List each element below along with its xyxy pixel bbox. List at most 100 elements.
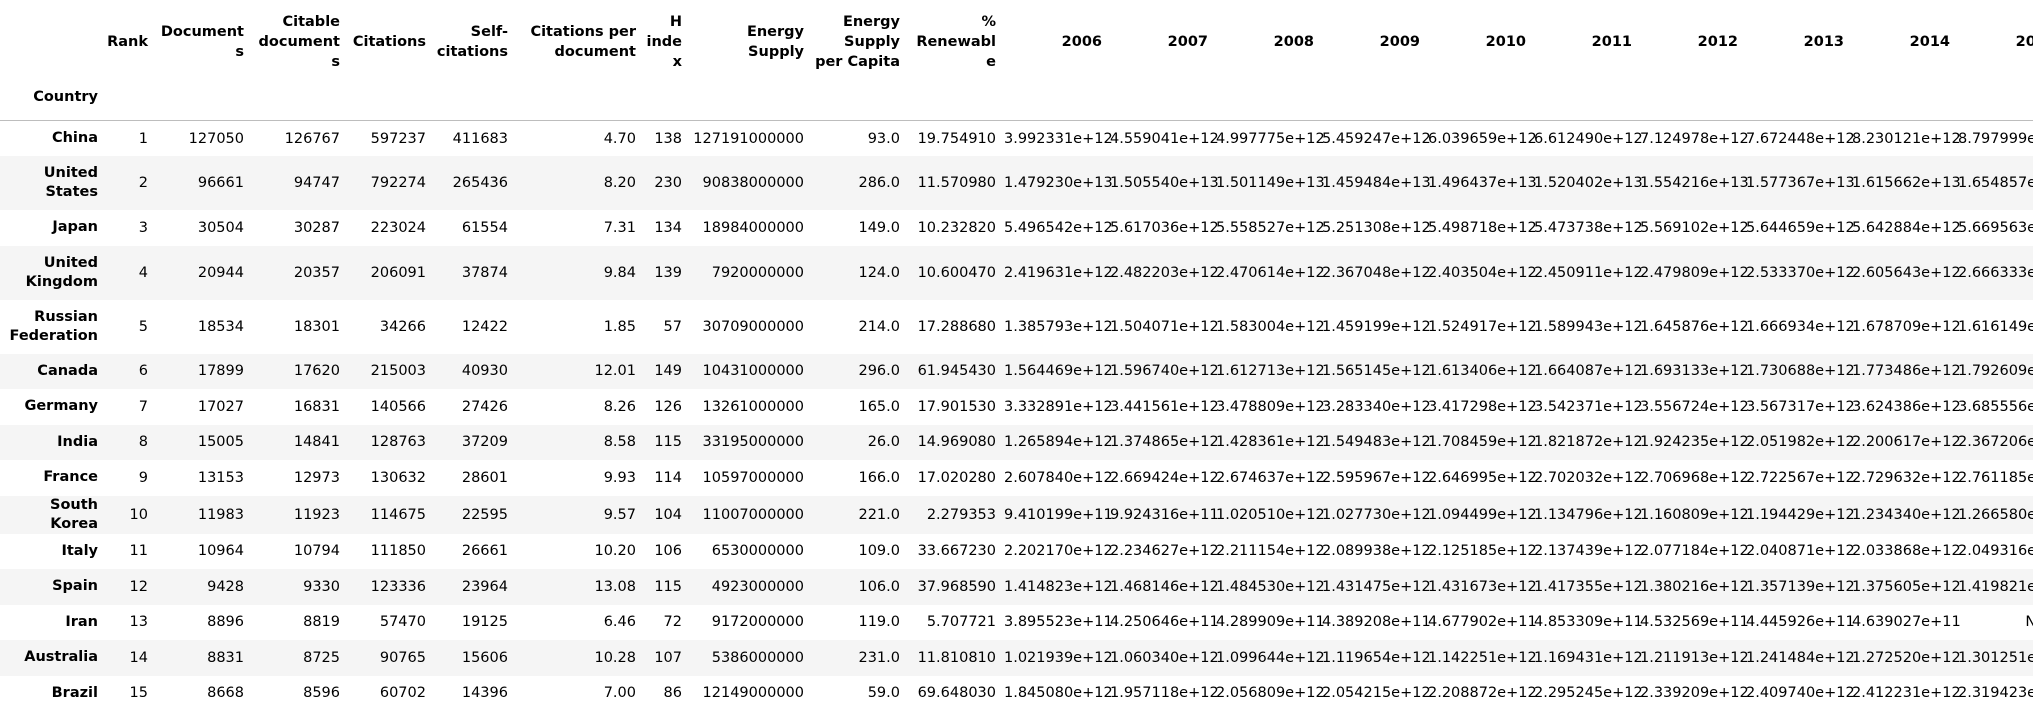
table-cell: 2 xyxy=(138,175,148,191)
table-cell: 2.319423e+12 xyxy=(1958,685,2033,702)
table-cell: 2.054215e+12 xyxy=(1322,685,1431,702)
table-cell: 2.403504e+12 xyxy=(1428,264,1537,281)
column-header: 2013 xyxy=(1803,34,1844,50)
table-cell: 86 xyxy=(663,685,682,702)
table-cell: 2.669424e+12 xyxy=(1110,469,1219,486)
table-cell: 138 xyxy=(654,130,682,147)
table-cell: NaN xyxy=(2025,614,2033,631)
table-cell: 1.565145e+12 xyxy=(1322,363,1431,380)
index-name-header: Country xyxy=(0,74,102,121)
index-row-blank-cell xyxy=(904,74,1000,121)
table-cell: 4.70 xyxy=(603,130,636,147)
column-header: Self-citations xyxy=(436,24,508,60)
table-cell: 8831 xyxy=(207,649,244,666)
table-cell: 9.410199e+11 xyxy=(1004,506,1113,523)
table-cell: 1.414823e+12 xyxy=(1004,578,1113,595)
column-header: % Renewable xyxy=(916,14,996,70)
table-cell: 61.945430 xyxy=(917,363,996,380)
table-row: South Korea 10 11983 11923 114675 22595 9.57 10… xyxy=(0,495,2033,534)
table-cell: 60702 xyxy=(379,685,426,702)
table-cell: 18534 xyxy=(197,318,244,335)
table-cell: 7.00 xyxy=(603,685,636,702)
table-cell: 8.230121e+12 xyxy=(1852,130,1961,147)
table-cell: 265436 xyxy=(452,175,508,191)
table-cell: 90838000000 xyxy=(702,175,804,191)
table-cell: 3.478809e+12 xyxy=(1216,398,1325,415)
table-cell: 2.595967e+12 xyxy=(1322,469,1431,486)
table-cell: 1.496437e+13 xyxy=(1428,175,1537,191)
table-cell: 15005 xyxy=(197,434,244,451)
table-cell: 90765 xyxy=(379,649,426,666)
table-cell: 61554 xyxy=(461,219,508,236)
table-cell: 2.702032e+12 xyxy=(1534,469,1643,486)
table-row: United Kingdom 4 20944 20357 206091 37874 9.84… xyxy=(0,245,2033,300)
table-cell: 6.612490e+12 xyxy=(1534,130,1643,147)
table-cell: 57 xyxy=(663,318,682,335)
table-cell: 8.26 xyxy=(603,398,636,415)
table-cell: 26661 xyxy=(461,543,508,560)
table-cell: 4.997775e+12 xyxy=(1216,130,1325,147)
table-cell: 1.85 xyxy=(603,318,636,335)
column-header: 2015 xyxy=(2015,34,2033,50)
table-cell: 1.612713e+12 xyxy=(1216,363,1325,380)
table-cell: 4 xyxy=(138,264,148,281)
table-cell: 5.251308e+12 xyxy=(1322,219,1431,236)
table-row: Italy 11 10964 10794 111850 26661 10.20 106 6530… xyxy=(0,533,2033,569)
table-cell: 1.505540e+13 xyxy=(1110,175,1219,191)
table-cell: 40930 xyxy=(461,363,508,380)
table-cell: 2.125185e+12 xyxy=(1428,543,1537,560)
table-cell: 411683 xyxy=(452,130,508,147)
table-header: Rank Documents Citable documents Citations S… xyxy=(0,10,2033,121)
table-cell: 124.0 xyxy=(858,264,900,281)
table-cell: 16831 xyxy=(293,398,340,415)
table-cell: 1.374865e+12 xyxy=(1110,434,1219,451)
table-row: Iran 13 8896 8819 57470 19125 6.46 72 9172000000… xyxy=(0,604,2033,640)
table-cell: 2.729632e+12 xyxy=(1852,469,1961,486)
table-cell: 1.693133e+12 xyxy=(1640,363,1749,380)
table-cell: 1.924235e+12 xyxy=(1640,434,1749,451)
table-cell: 140566 xyxy=(370,398,426,415)
table-row: France 9 13153 12973 130632 28601 9.93 114 10597… xyxy=(0,460,2033,496)
column-header: H index xyxy=(646,14,682,70)
index-row-blank-cell xyxy=(152,74,248,121)
table-row: Russian Federation 5 18534 18301 34266 12422 1… xyxy=(0,299,2033,354)
table-cell: 6.46 xyxy=(603,614,636,631)
table-cell: 8596 xyxy=(303,685,340,702)
table-cell: 1.479230e+13 xyxy=(1004,175,1113,191)
table-cell: 4.445926e+11 xyxy=(1746,614,1855,631)
table-cell: 1.792609e+12 xyxy=(1958,363,2033,380)
table-cell: 8668 xyxy=(207,685,244,702)
table-cell: 1.060340e+12 xyxy=(1110,649,1219,666)
table-row: China 1 127050 126767 597237 411683 4.70 138 127… xyxy=(0,120,2033,156)
table-cell: 1.845080e+12 xyxy=(1004,685,1113,702)
table-cell: 8725 xyxy=(303,649,340,666)
table-cell: 9.924316e+11 xyxy=(1110,506,1219,523)
table-cell: 231.0 xyxy=(858,649,900,666)
table-cell: 14396 xyxy=(461,685,508,702)
table-cell: 4923000000 xyxy=(711,578,804,595)
table-cell: 1.596740e+12 xyxy=(1110,363,1219,380)
table-cell: 18301 xyxy=(293,318,340,335)
row-index-cell: Canada xyxy=(37,362,98,379)
table-cell: 7.31 xyxy=(603,219,636,236)
table-cell: 17620 xyxy=(293,363,340,380)
index-row-blank-cell xyxy=(1530,74,1636,121)
table-cell: 1.501149e+13 xyxy=(1216,175,1325,191)
table-cell: 1.266580e+12 xyxy=(1958,506,2033,523)
column-header: Citations xyxy=(352,34,426,50)
table-cell: 792274 xyxy=(370,175,426,191)
table-cell: 3.542371e+12 xyxy=(1534,398,1643,415)
table-cell: 11.570980 xyxy=(917,175,996,191)
table-cell: 1.504071e+12 xyxy=(1110,318,1219,335)
table-cell: 7 xyxy=(138,398,148,415)
table-cell: 69.648030 xyxy=(917,685,996,702)
table-cell: 10431000000 xyxy=(702,363,804,380)
table-cell: 206091 xyxy=(370,264,426,281)
table-row: Japan 3 30504 30287 223024 61554 7.31 134 189840… xyxy=(0,210,2033,246)
table-cell: 2.200617e+12 xyxy=(1852,434,1961,451)
table-cell: 1.241484e+12 xyxy=(1746,649,1855,666)
table-cell: 296.0 xyxy=(858,363,900,380)
index-row-blank-cell xyxy=(1636,74,1742,121)
table-cell: 57470 xyxy=(379,614,426,631)
table-cell: 1.265894e+12 xyxy=(1004,434,1113,451)
